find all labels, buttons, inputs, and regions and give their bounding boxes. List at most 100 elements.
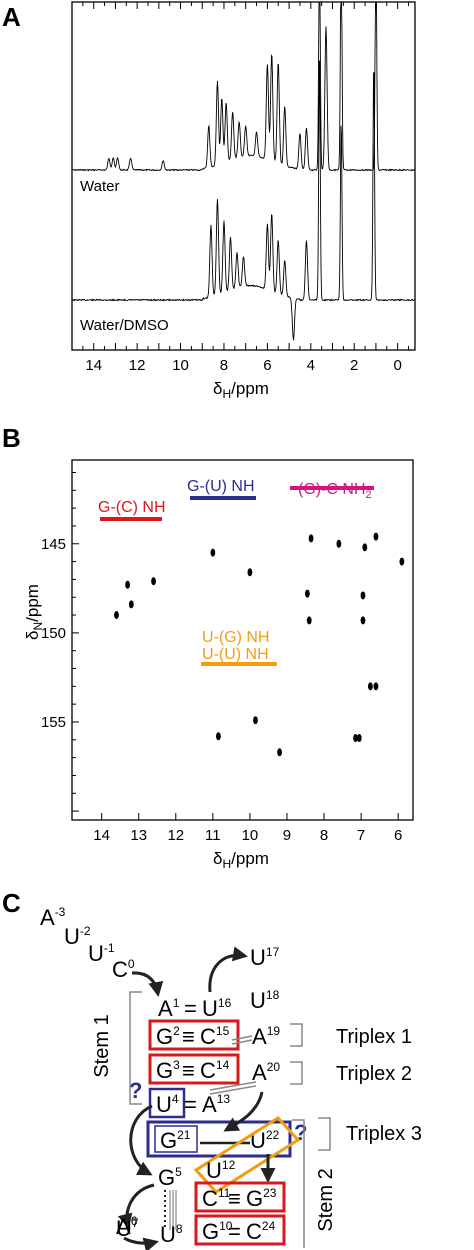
u12-u22-box [193,1116,301,1194]
nt-u4: U4 [156,1092,179,1117]
x-tick-label: 7 [357,827,365,844]
y-tick-label: 145 [41,536,66,553]
nt-a19: A19 [252,1024,280,1049]
triplex-2-bracket [290,1061,303,1085]
x-tick-label: 11 [205,827,221,844]
arrow-g5-a6 [117,1183,155,1229]
nt-g23: G23 [246,1186,277,1211]
x-tick-label: 10 [172,357,189,374]
cross-peak [151,577,156,586]
x-tick-label: 8 [320,827,328,844]
nt-u7: U7 [116,1216,139,1241]
triplex-2-label: Triplex 2 [336,1063,412,1085]
hsqc-y-axis-label: δN/ppm [23,584,45,640]
nmr-1d-plot: 14 12 10 8 6 4 2 0 Water Water/DMSO δH/ppm [71,1,416,401]
cross-peak [373,682,379,691]
triplex-3-bracket [318,1117,331,1151]
x-tick-label: 8 [220,357,228,374]
hsqc-plot: 14 13 12 11 10 9 8 7 6 145 150 155 δH/ppm δN/ppm G-… [23,459,414,871]
x-tick-label: 6 [263,357,271,374]
gc-nh2-bar [290,486,374,490]
gu-nh-bar [190,496,256,500]
x-tick-label: 12 [129,357,146,374]
stem-2-label: Stem 2 [315,1168,337,1231]
nmr-1d-ticks [71,2,409,350]
triplex-3-label: Triplex 3 [346,1123,422,1145]
cross-peak [128,600,134,609]
nt-u-1: U-1 [88,941,115,966]
cross-peak [247,568,253,577]
x-tick-label: 13 [130,827,147,844]
cross-peak [373,532,379,541]
nt-c11: C11 [202,1186,231,1211]
cross-peak [210,548,216,557]
arrow-u4-g5 [129,1104,153,1176]
cross-peak [399,557,405,566]
gc-nh2-label: (G)-C NH2 [298,481,372,501]
stem-1-bracket [129,991,142,1105]
nmr-1d-frame [71,1,416,351]
arrow-c0-a1 [131,971,164,997]
uu-nh-label: U-(U) NH [202,646,269,663]
ug-uu-nh-bar [201,662,277,666]
gc-nh-bar [100,517,162,521]
x-tick-label: 2 [350,357,358,374]
secondary-structure: A-3 U-2 U-1 C0 U17 U18 A1 = U16 G2 ≡ C15… [40,905,422,1250]
arrow-u16-u17 [208,946,248,993]
pair-g2-c15: ≡ [182,1024,195,1049]
triplex-1-bracket [290,1023,303,1047]
x-tick-label: 4 [307,357,315,374]
x-tick-label: 6 [394,827,402,844]
nt-u17: U17 [250,945,280,970]
nt-a20: A20 [252,1060,280,1085]
arrow-a20-g21 [223,1091,264,1132]
g21-inner-box [154,1125,198,1153]
cross-peak [356,734,362,743]
cross-peak [277,748,282,757]
panel-c-letter: C [2,888,21,918]
u4-box [148,1087,186,1119]
ug-nh-label: U-(G) NH [202,629,270,646]
panel-a-letter: A [2,2,21,32]
nt-a1: A1 [158,996,180,1021]
x-tick-label: 0 [393,357,401,374]
water-trace-label: Water [80,178,119,195]
cross-peak [306,616,312,625]
water-dmso-trace [71,60,416,341]
nt-c0: C0 [112,957,135,982]
hoogsteen-a19 [231,1035,253,1045]
hsqc-x-axis-label: δH/ppm [213,849,269,871]
nt-c15: C15 [200,1024,230,1049]
cross-peak [362,543,368,552]
cross-peak [253,716,258,725]
nt-a-3: A-3 [40,905,66,930]
y-tick-label: 155 [41,714,66,731]
nt-u12: U12 [206,1158,236,1183]
nmr-1d-x-axis-label: δH/ppm [213,379,269,401]
hoogsteen-a20 [209,1081,257,1095]
gc-nh-label: G-(C) NH [98,499,166,516]
nt-u8: U8 [160,1222,183,1247]
nt-c14: C14 [200,1058,230,1083]
hsqc-tick-labels: 14 13 12 11 10 9 8 7 6 145 150 155 [41,536,402,844]
nt-u-2: U-2 [64,924,91,949]
nt-g21: G21 [160,1128,191,1153]
stem-1-label: Stem 1 [91,1014,113,1077]
hsqc-frame [71,459,414,821]
cross-peak [216,732,221,741]
nt-a13: A13 [202,1092,230,1117]
cross-peak [360,616,366,625]
pair-u4-a13: = [184,1092,197,1117]
pair-g10-c24: = [228,1219,241,1244]
gu-nh-label: G-(U) NH [187,478,255,495]
c11-g23-box [194,1181,286,1213]
x-tick-label: 14 [85,357,102,374]
g10-c24-box [194,1214,286,1246]
nt-g5: G5 [158,1165,182,1190]
nmr-1d-tick-labels: 14 12 10 8 6 4 2 0 [85,357,401,374]
hsqc-cross-peaks [114,532,405,757]
cross-peak [353,734,358,743]
water-trace [71,2,416,172]
water-dmso-trace-label: Water/DMSO [80,317,169,334]
